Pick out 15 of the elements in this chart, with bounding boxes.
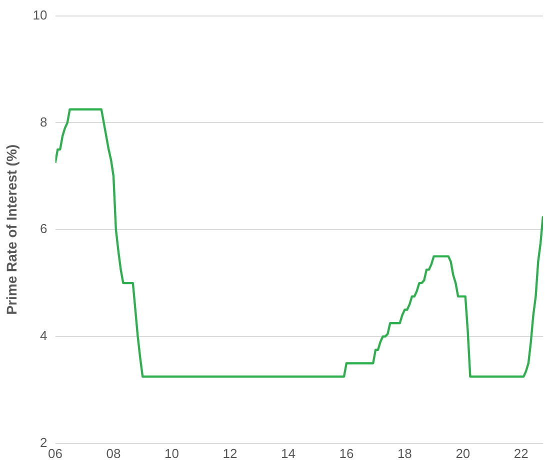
- x-tick-label: 06: [48, 446, 62, 461]
- x-tick-label: 18: [397, 446, 412, 461]
- x-tick-label: 22: [514, 446, 528, 461]
- x-tick-label: 12: [222, 446, 238, 461]
- y-axis-title: Prime Rate of Interest (%): [3, 144, 20, 315]
- x-tick-label: 14: [280, 446, 296, 461]
- y-tick-label: 8: [40, 114, 48, 130]
- y-tick-label: 2: [40, 434, 48, 450]
- y-tick-label: 6: [40, 221, 48, 236]
- y-tick-label: 10: [32, 7, 48, 22]
- x-tick-label: 10: [164, 446, 179, 461]
- x-tick-label: 20: [456, 446, 470, 461]
- x-tick-label: 08: [106, 446, 121, 461]
- x-tick-label: 16: [339, 446, 354, 461]
- y-tick-label: 4: [40, 328, 48, 344]
